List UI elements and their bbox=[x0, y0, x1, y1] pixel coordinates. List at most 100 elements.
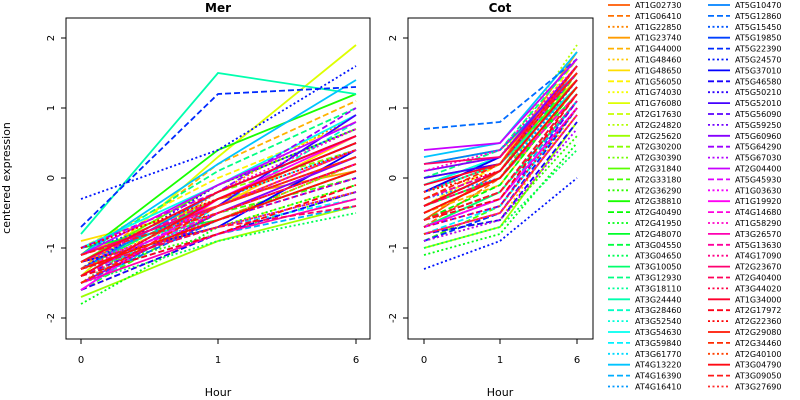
series-line-cot-at2g34460 bbox=[423, 72, 578, 200]
legend-label: AT5G37010 bbox=[735, 66, 781, 75]
series-line-cot-at5g67030 bbox=[423, 128, 578, 242]
series-line-mer-at3g04790 bbox=[80, 142, 357, 277]
legend-label: AT1G56050 bbox=[635, 77, 681, 86]
panel-cot: Cot 0 1 6 -2 -1 0 1 2 Hour bbox=[388, 1, 594, 399]
series-line-mer-at4g17090 bbox=[80, 177, 357, 277]
panel-mer: Mer 0 1 6 -2 -1 0 1 2 Hour centered expression bbox=[0, 1, 371, 399]
x-tick-label-cot: 6 bbox=[574, 355, 580, 366]
y-tick-label-cot: -1 bbox=[388, 243, 399, 253]
legend-label: AT2G30390 bbox=[635, 154, 681, 163]
series-line-mer-at1g56050 bbox=[80, 121, 357, 249]
series-line-cot-at2g23670 bbox=[423, 72, 578, 165]
legend-label: AT1G03630 bbox=[735, 186, 781, 195]
axes-mer: 0 1 6 -2 -1 0 1 2 bbox=[46, 35, 359, 366]
series-line-cot-at4g16390 bbox=[423, 100, 578, 228]
series-line-cot-at3g26570 bbox=[423, 114, 578, 235]
legend-label: AT2G24820 bbox=[635, 121, 681, 130]
series-line-cot-at2g29080 bbox=[423, 86, 578, 214]
legend: AT1G02730 AT1G06410 AT1G22850 AT1G23740 AT1G… bbox=[608, 1, 781, 392]
series-line-cot-at5g46580 bbox=[423, 121, 578, 235]
x-tick-label-mer: 1 bbox=[215, 355, 221, 366]
series-line-cot-at3g59840 bbox=[423, 107, 578, 235]
legend-label: AT5G22390 bbox=[735, 45, 781, 54]
series-line-mer-at3g27690 bbox=[80, 149, 357, 270]
series-line-mer-at2g29080 bbox=[80, 170, 357, 270]
legend-label: AT5G67030 bbox=[735, 154, 781, 163]
legend-label: AT5G13630 bbox=[735, 241, 781, 250]
legend-label: AT2G04400 bbox=[735, 165, 781, 174]
legend-label: AT1G48460 bbox=[635, 56, 681, 65]
legend-label: AT2G40490 bbox=[635, 208, 681, 217]
series-line-mer-at3g09050 bbox=[80, 163, 357, 256]
legend-label: AT2G30200 bbox=[635, 143, 681, 152]
legend-label: AT1G19920 bbox=[735, 197, 781, 206]
legend-label: AT1G02730 bbox=[635, 1, 681, 10]
legend-label: AT4G14680 bbox=[735, 208, 781, 217]
legend-label: AT5G52010 bbox=[735, 99, 781, 108]
legend-label: AT4G13220 bbox=[635, 361, 681, 370]
series-line-mer-at2g40100 bbox=[80, 191, 357, 263]
series-line-cot-at1g19920 bbox=[423, 107, 578, 228]
legend-label: AT5G56090 bbox=[735, 110, 781, 119]
series-line-cot-at3g04790 bbox=[423, 79, 578, 207]
legend-label: AT3G52540 bbox=[635, 317, 681, 326]
legend-label: AT2G22360 bbox=[735, 317, 781, 326]
series-line-mer-at2g17972 bbox=[80, 184, 357, 277]
legend-label: AT2G33180 bbox=[635, 175, 681, 184]
legend-label: AT5G24570 bbox=[735, 56, 781, 65]
legend-label: AT3G04650 bbox=[635, 252, 681, 261]
series-line-mer-at1g34000 bbox=[80, 135, 357, 263]
legend-label: AT5G12860 bbox=[735, 12, 781, 21]
series-line-mer-at3g26570 bbox=[80, 198, 357, 284]
series-line-cot-at2g25620 bbox=[423, 121, 578, 249]
x-tick-label-cot: 0 bbox=[421, 355, 427, 366]
series-line-cot-at5g56090 bbox=[423, 100, 578, 228]
y-axis-label: centered expression bbox=[0, 122, 13, 234]
legend-label: AT1G22850 bbox=[635, 23, 681, 32]
legend-label: AT3G26570 bbox=[735, 230, 781, 239]
legend-label: AT2G40100 bbox=[735, 350, 781, 359]
series-line-cot-at2g04400 bbox=[423, 58, 578, 151]
legend-label: AT3G12930 bbox=[635, 274, 681, 283]
series-line-mer-at2g04400 bbox=[80, 121, 357, 256]
legend-label: AT5G46580 bbox=[735, 77, 781, 86]
y-tick-label-mer: 1 bbox=[46, 105, 57, 111]
series-line-cot-at3g10050 bbox=[423, 100, 578, 228]
series-line-cot-at5g22390 bbox=[423, 107, 578, 242]
legend-label: AT5G10470 bbox=[735, 1, 781, 10]
legend-label: AT2G41950 bbox=[635, 219, 681, 228]
legend-label: AT3G04790 bbox=[735, 361, 781, 370]
legend-label: AT3G18110 bbox=[635, 284, 681, 293]
y-tick-label-mer: 2 bbox=[46, 35, 57, 41]
legend-label: AT3G04550 bbox=[635, 241, 681, 250]
series-lines-mer bbox=[80, 44, 357, 305]
series-lines-cot bbox=[423, 44, 578, 270]
series-line-mer-at2g41950 bbox=[80, 184, 357, 305]
axes-cot: 0 1 6 -2 -1 0 1 2 bbox=[388, 35, 580, 366]
series-line-cot-at1g58290 bbox=[423, 65, 578, 172]
legend-label: AT5G45930 bbox=[735, 175, 781, 184]
x-axis-label-cot: Hour bbox=[487, 386, 514, 399]
legend-label: AT3G10050 bbox=[635, 263, 681, 272]
series-line-mer-at3g12930 bbox=[80, 107, 357, 256]
series-line-cot-at3g09050 bbox=[423, 93, 578, 221]
legend-label: AT2G23670 bbox=[735, 263, 781, 272]
series-line-mer-at3g24440 bbox=[80, 72, 357, 235]
legend-label: AT1G48650 bbox=[635, 66, 681, 75]
legend-label: AT1G06410 bbox=[635, 12, 681, 21]
legend-label: AT2G29080 bbox=[735, 328, 781, 337]
legend-label: AT2G31840 bbox=[635, 165, 681, 174]
series-line-mer-at2g25620 bbox=[80, 205, 357, 298]
y-tick-label-cot: 2 bbox=[388, 35, 399, 41]
series-line-mer-at5g24570 bbox=[80, 65, 357, 200]
series-line-cot-at5g12860 bbox=[423, 58, 578, 130]
legend-label: AT5G60960 bbox=[735, 132, 781, 141]
y-tick-label-mer: -1 bbox=[46, 243, 57, 253]
series-line-cot-at2g41950 bbox=[423, 142, 578, 256]
series-line-mer-at2g34460 bbox=[80, 156, 357, 284]
legend-label: AT2G34460 bbox=[735, 339, 781, 348]
legend-label: AT1G76080 bbox=[635, 99, 681, 108]
series-line-mer-at5g22390 bbox=[80, 86, 357, 228]
legend-label: AT2G25620 bbox=[635, 132, 681, 141]
legend-label: AT3G59840 bbox=[635, 339, 681, 348]
